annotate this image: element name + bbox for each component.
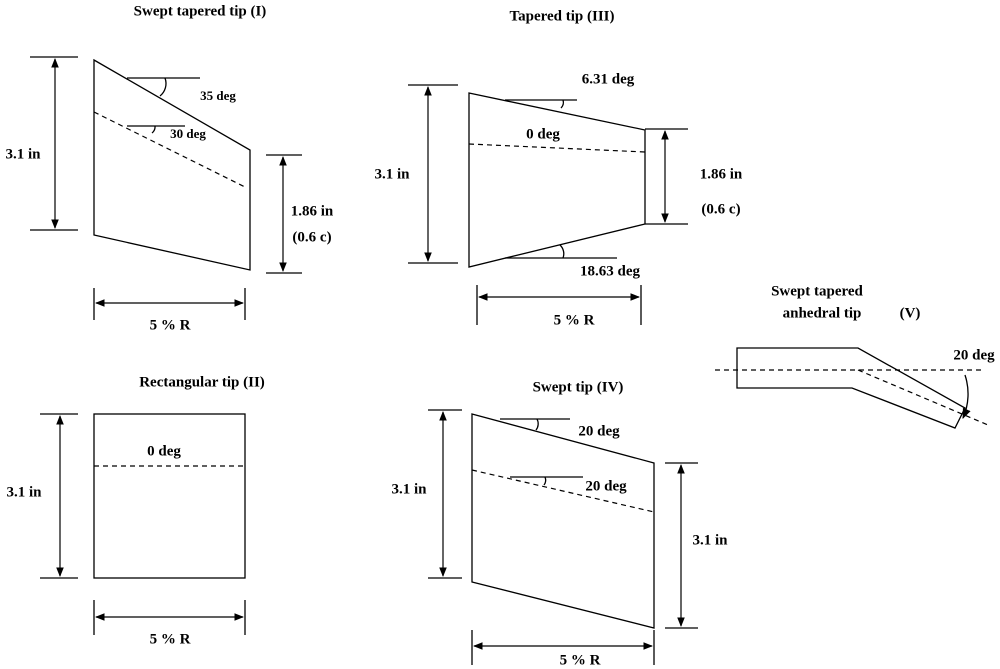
quarter-chord xyxy=(93,111,246,188)
title: Swept tip (IV) xyxy=(533,379,624,395)
angle-arc xyxy=(159,77,167,97)
tip-2: Rectangular tip (II) 0 deg 3.1 in 5 % R xyxy=(6,374,264,647)
dimension-label: 1.86 in xyxy=(700,166,743,182)
angle-arc xyxy=(543,476,547,486)
quarter-chord xyxy=(471,469,655,513)
dimension-label: 5 % R xyxy=(150,631,191,647)
tip-4: Swept tip (IV) 20 deg 20 deg 3.1 in 3.1 … xyxy=(391,379,728,668)
angle-label: 30 deg xyxy=(170,126,206,141)
dimension-label: 5 % R xyxy=(560,652,601,668)
angle-arc xyxy=(559,244,565,259)
title: Swept tapered tip (I) xyxy=(134,3,267,19)
angle-label: 6.31 deg xyxy=(582,71,635,87)
dimension-label: 5 % R xyxy=(150,317,191,333)
dimension-label: 3.1 in xyxy=(692,532,728,548)
angle-arc xyxy=(151,125,156,134)
tip-3: Tapered tip (III) 6.31 deg 0 deg 3.1 in … xyxy=(374,8,742,328)
dimension-label: 5 % R xyxy=(554,312,595,328)
angle-arc xyxy=(535,418,539,431)
angle-label: 20 deg xyxy=(953,347,995,363)
tip-5: Swept tapered anhedral tip (V) 20 deg xyxy=(715,283,995,429)
title: Rectangular tip (II) xyxy=(139,374,265,390)
title: anhedral tip xyxy=(783,305,862,321)
dimension-label: 3.1 in xyxy=(5,146,41,162)
angle-arc xyxy=(962,374,971,419)
title: Swept tapered xyxy=(771,283,863,299)
angle-label: 0 deg xyxy=(147,443,181,459)
tip-outline xyxy=(736,347,966,429)
dimension-label: (0.6 c) xyxy=(292,229,331,245)
quarter-chord xyxy=(468,143,646,153)
angle-label: 18.63 deg xyxy=(580,263,641,279)
angle-label: 20 deg xyxy=(585,478,627,494)
dimension-label: 3.1 in xyxy=(6,484,42,500)
tip-1: Swept tapered tip (I) 35 deg 30 deg 3.1 … xyxy=(5,3,333,333)
dimension-label: 1.86 in xyxy=(291,203,334,219)
angle-label: 20 deg xyxy=(578,423,620,439)
angle-arc xyxy=(560,99,564,109)
title: Tapered tip (III) xyxy=(509,8,614,24)
title: (V) xyxy=(900,305,921,321)
angle-label: 35 deg xyxy=(200,88,236,103)
dimension-label: 3.1 in xyxy=(374,166,410,182)
tip-outline xyxy=(468,92,646,268)
dimension-label: (0.6 c) xyxy=(701,201,740,217)
angle-label: 0 deg xyxy=(526,126,560,142)
tip-outline xyxy=(93,58,251,271)
dimension-label: 3.1 in xyxy=(391,481,427,497)
tip-outline xyxy=(93,413,246,579)
tip-outline xyxy=(471,413,655,629)
